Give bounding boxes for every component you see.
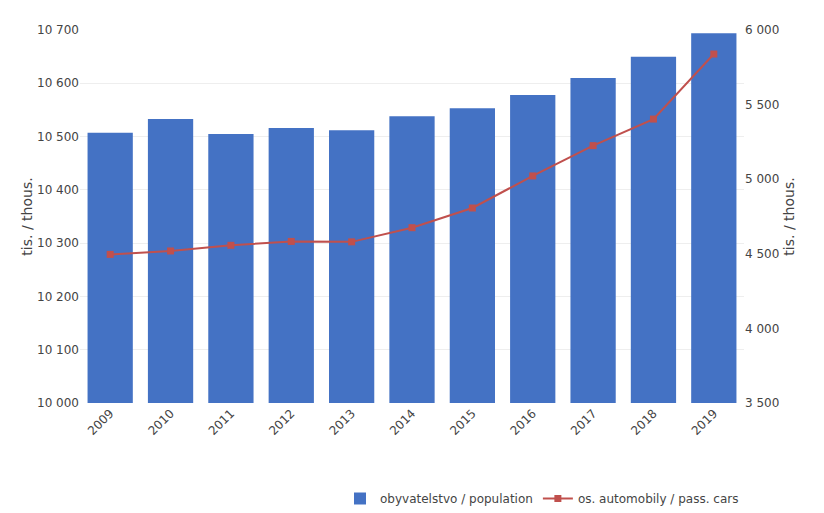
svg-text:10 500: 10 500 (37, 130, 79, 144)
svg-text:10 100: 10 100 (37, 343, 79, 357)
svg-text:10 700: 10 700 (37, 23, 79, 37)
svg-text:6 000: 6 000 (745, 23, 779, 37)
svg-text:10 600: 10 600 (37, 76, 79, 90)
svg-text:2015: 2015 (447, 406, 478, 437)
svg-text:2012: 2012 (266, 406, 297, 437)
svg-text:5 500: 5 500 (745, 98, 779, 112)
svg-text:2016: 2016 (508, 406, 539, 437)
svg-text:obyvatelstvo / population: obyvatelstvo / population (380, 492, 533, 506)
svg-text:3 500: 3 500 (745, 396, 779, 410)
svg-text:tis. / thous.: tis. / thous. (19, 177, 35, 255)
svg-text:2010: 2010 (145, 406, 176, 437)
svg-text:2017: 2017 (568, 406, 599, 437)
svg-text:5 000: 5 000 (745, 172, 779, 186)
svg-text:4 000: 4 000 (745, 322, 779, 336)
svg-text:os. automobily / pass. cars: os. automobily / pass. cars (578, 492, 739, 506)
svg-text:4 500: 4 500 (745, 247, 779, 261)
svg-text:10 300: 10 300 (37, 236, 79, 250)
svg-text:2011: 2011 (206, 406, 237, 437)
svg-text:10 000: 10 000 (37, 396, 79, 410)
svg-text:2019: 2019 (689, 406, 720, 437)
svg-text:10 200: 10 200 (37, 290, 79, 304)
svg-text:tis. / thous.: tis. / thous. (781, 177, 797, 255)
svg-text:10 400: 10 400 (37, 183, 79, 197)
svg-text:2018: 2018 (628, 406, 659, 437)
svg-text:2014: 2014 (387, 406, 418, 437)
svg-text:2013: 2013 (327, 406, 358, 437)
svg-text:2009: 2009 (85, 406, 116, 437)
